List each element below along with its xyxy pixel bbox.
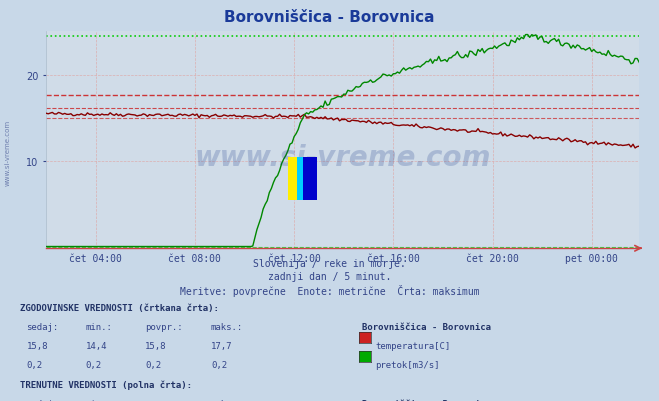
Text: 0,2: 0,2 — [211, 360, 227, 369]
Text: 15,8: 15,8 — [145, 341, 167, 350]
Text: pretok[m3/s]: pretok[m3/s] — [375, 360, 440, 369]
Text: maks.:: maks.: — [211, 322, 243, 331]
Bar — [297, 158, 308, 201]
Text: Slovenija / reke in morje.: Slovenija / reke in morje. — [253, 259, 406, 269]
Text: www.si-vreme.com: www.si-vreme.com — [5, 119, 11, 185]
Text: povpr.:: povpr.: — [145, 322, 183, 331]
Text: zadnji dan / 5 minut.: zadnji dan / 5 minut. — [268, 271, 391, 282]
Text: sedaj:: sedaj: — [26, 399, 59, 401]
Bar — [288, 158, 302, 201]
Bar — [303, 158, 318, 201]
Text: povpr.:: povpr.: — [145, 399, 183, 401]
Text: TRENUTNE VREDNOSTI (polna črta):: TRENUTNE VREDNOSTI (polna črta): — [20, 380, 192, 389]
Text: maks.:: maks.: — [211, 399, 243, 401]
Text: 17,7: 17,7 — [211, 341, 233, 350]
Text: min.:: min.: — [86, 399, 113, 401]
Text: sedaj:: sedaj: — [26, 322, 59, 331]
Text: 0,2: 0,2 — [145, 360, 161, 369]
Text: www.si-vreme.com: www.si-vreme.com — [194, 144, 491, 172]
Text: Borovniščica - Borovnica: Borovniščica - Borovnica — [362, 399, 492, 401]
Text: ZGODOVINSKE VREDNOSTI (črtkana črta):: ZGODOVINSKE VREDNOSTI (črtkana črta): — [20, 303, 219, 312]
Text: 0,2: 0,2 — [26, 360, 42, 369]
Text: 14,4: 14,4 — [86, 341, 107, 350]
Text: Borovniščica - Borovnica: Borovniščica - Borovnica — [224, 10, 435, 25]
Text: temperatura[C]: temperatura[C] — [375, 341, 450, 350]
Text: 15,8: 15,8 — [26, 341, 48, 350]
Text: Meritve: povprečne  Enote: metrične  Črta: maksimum: Meritve: povprečne Enote: metrične Črta:… — [180, 284, 479, 296]
Text: Borovniščica - Borovnica: Borovniščica - Borovnica — [362, 322, 492, 331]
Text: min.:: min.: — [86, 322, 113, 331]
Text: 0,2: 0,2 — [86, 360, 101, 369]
